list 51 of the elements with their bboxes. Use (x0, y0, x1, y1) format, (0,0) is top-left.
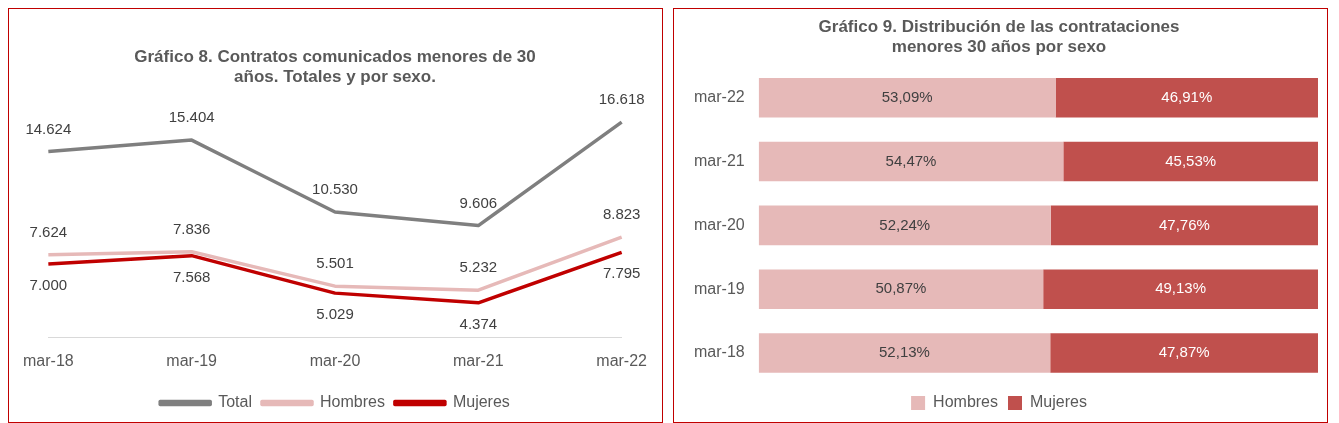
data-label: 7.000 (29, 276, 68, 294)
data-label: 9.606 (459, 193, 498, 211)
data-label: 47,87% (1158, 343, 1210, 361)
data-label: 5.029 (316, 305, 354, 323)
data-label: 14.624 (25, 119, 72, 137)
legend-label: Hombres (319, 393, 385, 411)
data-label: 7.568 (172, 267, 211, 285)
data-label: 16.618 (598, 90, 645, 108)
bar (758, 141, 1064, 182)
chart-title: Gráfico 9. Distribución de las contrataciones menores 30 años por sexo (818, 16, 1180, 57)
data-label: 7.624 (29, 222, 68, 240)
data-label: 52,24% (879, 215, 931, 233)
legend-label: Mujeres (1030, 393, 1087, 411)
bar (1043, 269, 1318, 310)
bar (1063, 141, 1318, 182)
y-tick-label: mar-22 (693, 88, 745, 106)
data-label: 5.501 (316, 254, 354, 272)
bar (758, 333, 1051, 373)
data-label: 50,87% (875, 279, 927, 297)
data-label: 5.232 (459, 258, 498, 276)
x-tick-label: mar-22 (596, 351, 648, 369)
bar (1050, 205, 1318, 246)
legend-label: Total (218, 393, 252, 411)
bar (758, 269, 1044, 310)
data-label: 52,13% (879, 343, 930, 361)
bar (758, 205, 1051, 246)
y-tick-label: mar-20 (693, 215, 745, 233)
data-label: 49,13% (1155, 279, 1207, 297)
x-tick-label: mar-20 (309, 351, 361, 369)
data-label: 15.404 (168, 108, 215, 126)
data-label: 10.530 (312, 180, 358, 198)
data-label: 53,09% (881, 87, 933, 105)
legend-label: Mujeres (452, 393, 510, 411)
data-label: 46,91% (1161, 87, 1213, 105)
legend-label: Hombres (933, 393, 998, 411)
data-label: 45,53% (1165, 151, 1217, 169)
y-tick-label: mar-19 (693, 279, 745, 297)
bar (1055, 77, 1318, 118)
x-tick-label: mar-18 (23, 351, 74, 369)
data-label: 7.836 (172, 219, 211, 237)
x-tick-label: mar-21 (452, 351, 504, 369)
data-label: 8.823 (602, 205, 641, 223)
x-tick-label: mar-19 (166, 351, 218, 369)
data-label: 54,47% (885, 151, 937, 169)
data-label: 4.374 (459, 314, 498, 332)
bar (1050, 333, 1318, 373)
data-label: 7.795 (602, 264, 641, 282)
y-tick-label: mar-21 (693, 151, 745, 169)
data-label: 47,76% (1159, 215, 1210, 233)
chart-title: Gráfico 8. Contratos comunicados menores de 30 años. Totales y por sexo. (134, 46, 536, 87)
bar (758, 77, 1056, 118)
